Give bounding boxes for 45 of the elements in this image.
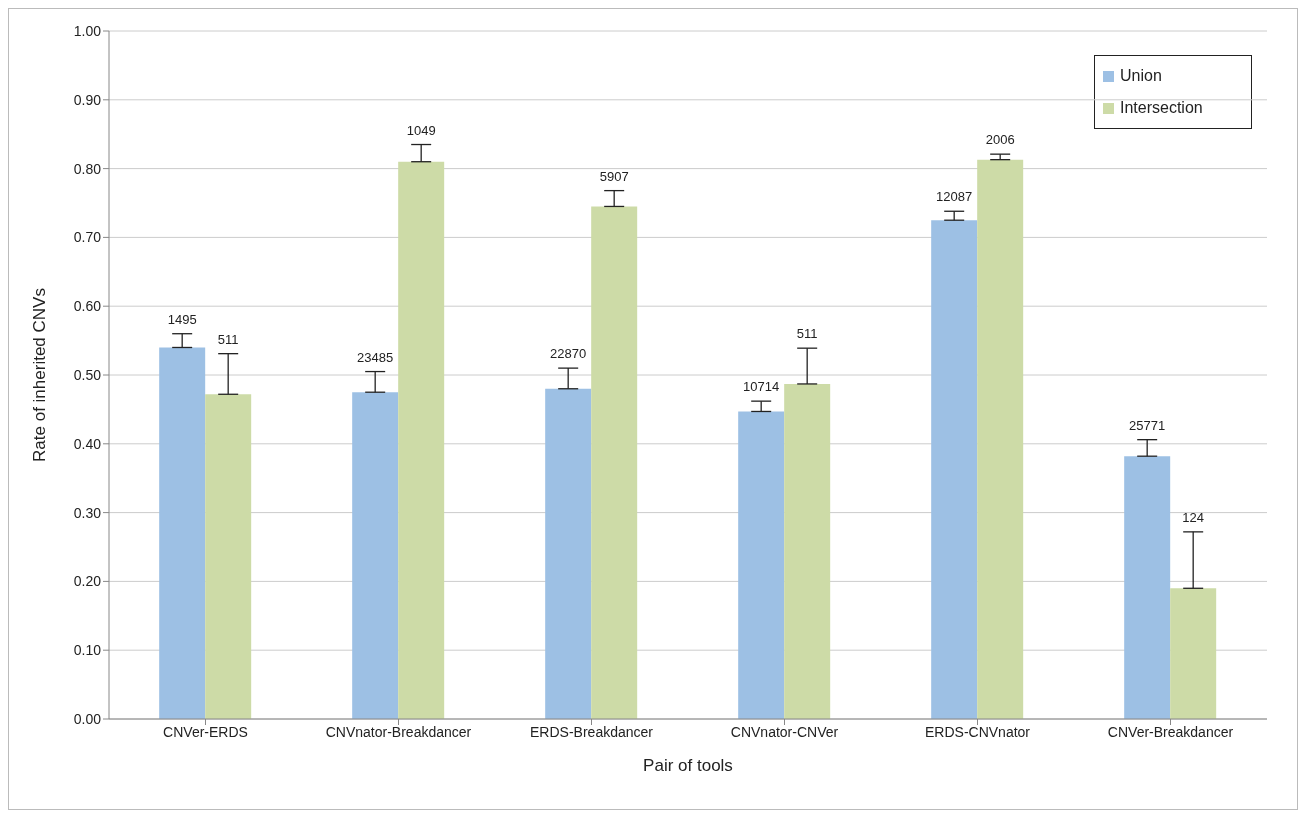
x-tick-label: ERDS-Breakdancer: [530, 723, 654, 740]
legend-label: Intersection: [1120, 99, 1203, 117]
x-tick-label: ERDS-CNVnator: [924, 723, 1031, 740]
y-tick-label: 0.50: [73, 366, 102, 383]
annotation: 1495: [167, 311, 197, 327]
y-tick-label: 0.80: [73, 160, 102, 177]
y-tick-label: 0.60: [73, 298, 102, 315]
x-axis-title: Pair of tools: [643, 756, 733, 775]
y-tick-label: 0.00: [73, 710, 102, 727]
y-tick-label: 0.40: [73, 435, 102, 452]
annotation: 12087: [936, 189, 973, 205]
bar: [545, 388, 592, 719]
bar: [398, 161, 445, 719]
bar: [1124, 456, 1171, 719]
annotation: 511: [217, 331, 239, 347]
y-tick-label: 0.90: [73, 91, 102, 108]
bar: [931, 220, 978, 719]
annotation: 22870: [550, 346, 587, 362]
annotation: 2006: [985, 132, 1015, 148]
bar: [738, 411, 785, 719]
bar: [1170, 588, 1217, 719]
y-tick-label: 0.10: [73, 642, 102, 659]
bar: [784, 383, 831, 719]
annotation: 5907: [599, 168, 629, 184]
y-tick-label: 1.00: [73, 22, 102, 39]
bar: [159, 347, 206, 719]
bar: [352, 392, 399, 719]
annotation: 23485: [357, 349, 394, 365]
y-tick-label: 0.20: [73, 573, 102, 590]
bar: [977, 159, 1024, 719]
annotation: 124: [1182, 509, 1205, 525]
x-tick-label: CNVer-ERDS: [163, 723, 248, 740]
annotation: 25771: [1129, 417, 1166, 433]
legend-label: Union: [1120, 67, 1162, 85]
annotation: 1049: [406, 122, 436, 138]
x-tick-label: CNVer-Breakdancer: [1107, 723, 1234, 740]
annotation: 10714: [743, 379, 780, 395]
bar: [205, 394, 252, 719]
annotation: 511: [796, 326, 818, 342]
bar: [591, 206, 638, 719]
x-tick-label: CNVnator-CNVer: [730, 723, 839, 740]
x-tick-label: CNVnator-Breakdancer: [325, 723, 472, 740]
y-axis-title: Rate of inherited CNVs: [30, 288, 50, 462]
y-tick-label: 0.30: [73, 504, 102, 521]
y-tick-label: 0.70: [73, 229, 102, 246]
